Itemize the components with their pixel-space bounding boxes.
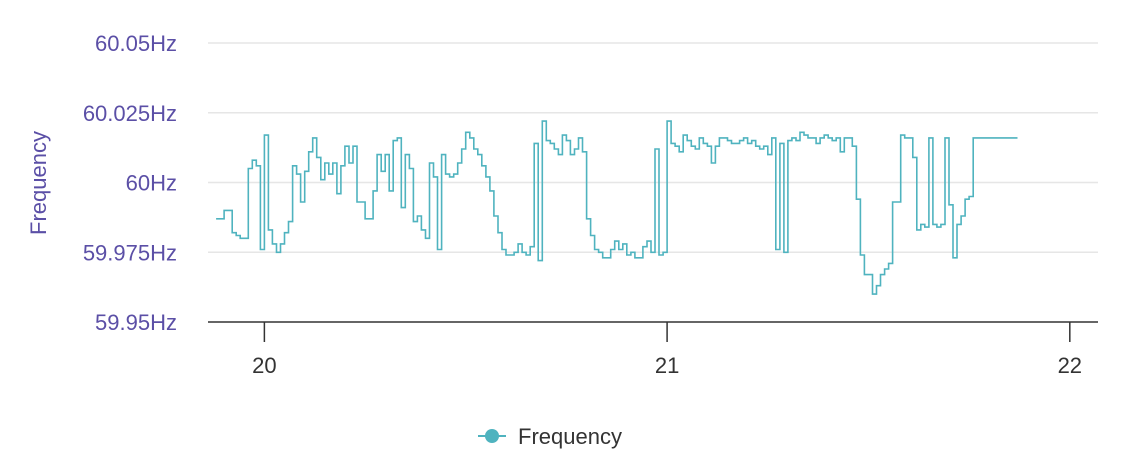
series-layer <box>216 120 1018 295</box>
y-tick-label: 59.95Hz <box>95 310 177 335</box>
y-tick-label: 60Hz <box>126 171 177 196</box>
y-axis-tick-labels: 59.95Hz 59.975Hz 60Hz 60.025Hz 60.05Hz <box>83 31 177 335</box>
legend-series-label: Frequency <box>518 424 622 449</box>
y-tick-label: 60.025Hz <box>83 101 177 126</box>
y-tick-label: 59.975Hz <box>83 240 177 265</box>
x-tick-label: 22 <box>1058 353 1082 378</box>
x-tick-label: 20 <box>252 353 276 378</box>
axes <box>208 321 1098 342</box>
x-axis-tick-labels: 20 21 22 <box>252 353 1082 378</box>
legend[interactable]: Frequency <box>478 424 622 449</box>
grid-lines <box>208 42 1098 253</box>
y-axis-label: Frequency <box>26 131 51 235</box>
frequency-series-line <box>216 120 1018 295</box>
legend-marker-icon <box>485 429 499 443</box>
y-tick-label: 60.05Hz <box>95 31 177 56</box>
x-tick-label: 21 <box>655 353 679 378</box>
